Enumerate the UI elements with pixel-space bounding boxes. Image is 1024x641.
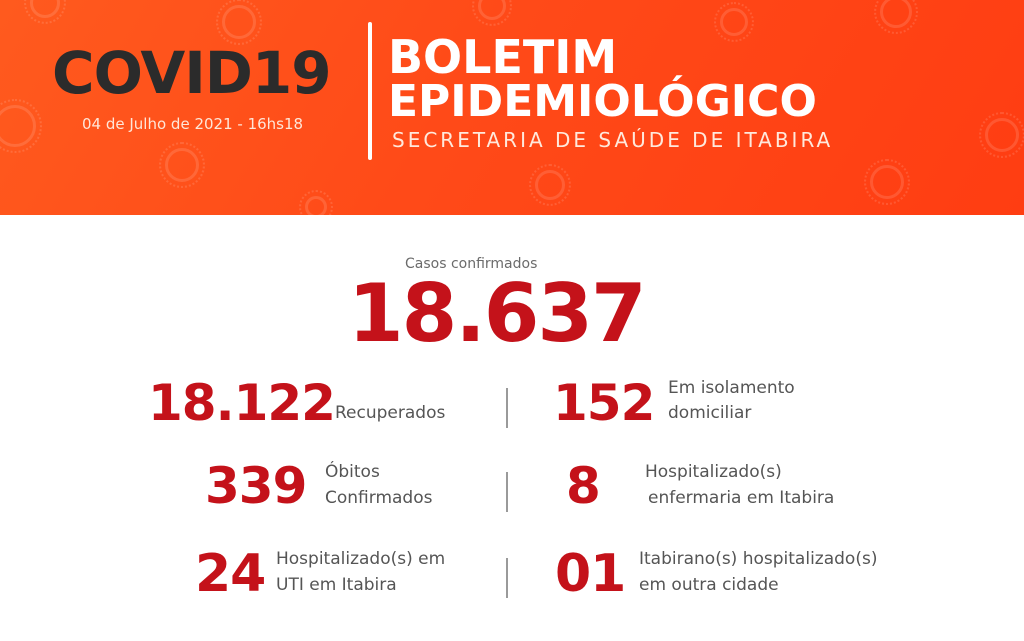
recovered-value: 18.122	[148, 374, 336, 432]
isolation-label-line1: Em isolamento	[668, 378, 795, 398]
confirmed-label: Casos confirmados	[405, 256, 538, 272]
virus-icon	[864, 159, 910, 205]
ward-label-line1: Hospitalizado(s)	[645, 462, 782, 482]
virus-icon	[216, 0, 262, 45]
row-separator	[506, 388, 508, 428]
other-city-value: 01	[555, 544, 626, 604]
row-separator	[506, 472, 508, 512]
virus-icon	[299, 190, 333, 215]
virus-icon	[159, 142, 205, 188]
isolation-label-line2: domiciliar	[668, 403, 752, 423]
virus-icon	[979, 112, 1024, 158]
virus-icon	[874, 0, 918, 34]
header-divider	[368, 22, 372, 160]
bulletin-title-line2: EPIDEMIOLÓGICO	[388, 76, 817, 127]
row-separator	[506, 558, 508, 598]
virus-icon	[472, 0, 512, 26]
deaths-label-line1: Óbitos	[325, 462, 380, 482]
other-city-label-line2: em outra cidade	[639, 575, 779, 595]
icu-label-line2: UTI em Itabira	[276, 575, 397, 595]
covid-title: COVID19	[52, 39, 332, 107]
bulletin-subtitle: SECRETARIA DE SAÚDE DE ITABIRA	[392, 128, 834, 152]
virus-icon	[529, 164, 571, 206]
recovered-label: Recuperados	[335, 403, 446, 423]
deaths-value: 339	[205, 457, 307, 515]
ward-value: 8	[566, 457, 601, 515]
bulletin-date: 04 de Julho de 2021 - 16hs18	[82, 115, 304, 133]
other-city-label-line1: Itabirano(s) hospitalizado(s)	[639, 549, 878, 569]
icu-label-line1: Hospitalizado(s) em	[276, 549, 446, 569]
virus-icon	[0, 99, 42, 153]
virus-icon	[714, 2, 754, 42]
bulletin-title-line1: BOLETIM	[388, 30, 618, 84]
isolation-value: 152	[553, 374, 655, 432]
ward-label-line2: enfermaria em Itabira	[648, 488, 835, 508]
deaths-label-line2: Confirmados	[325, 488, 433, 508]
header-banner: COVID19 04 de Julho de 2021 - 16hs18 BOL…	[0, 0, 1024, 215]
confirmed-value: 18.637	[348, 267, 647, 360]
virus-icon	[24, 0, 66, 24]
icu-value: 24	[195, 544, 266, 604]
